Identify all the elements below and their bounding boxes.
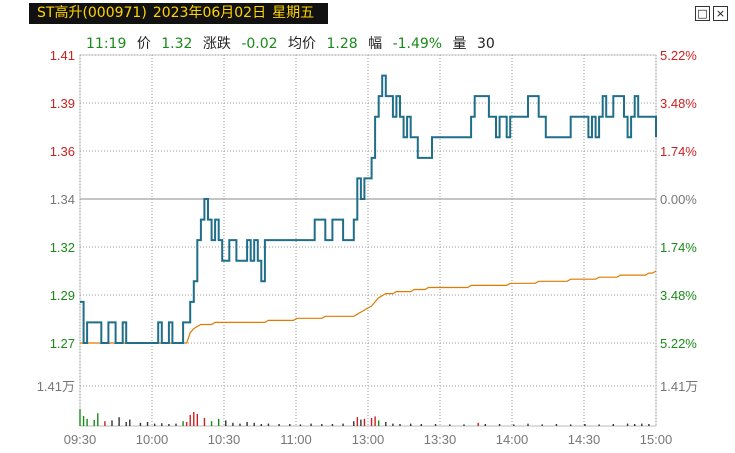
right-tick-label: 1.74% xyxy=(660,144,697,159)
x-tick-label: 11:00 xyxy=(280,432,312,447)
volume-value: 30 xyxy=(477,36,495,52)
right-tick-label: 3.48% xyxy=(660,288,697,303)
x-tick-label: 14:00 xyxy=(496,432,529,447)
cursor-info-row: 11:19 价 1.32 涨跌 -0.02 均价 1.28 幅 -1.49% 量… xyxy=(86,33,501,53)
x-tick-label: 09:30 xyxy=(64,432,97,447)
x-tick-label: 13:30 xyxy=(424,432,457,447)
change-value: -0.02 xyxy=(241,36,278,52)
left-tick-label: 1.41 xyxy=(50,48,75,63)
left-tick-label: 1.36 xyxy=(50,144,75,159)
left-tick-label: 1.32 xyxy=(50,240,75,255)
volume-max-label-left: 1.41万 xyxy=(37,379,75,394)
weekday: 星期五 xyxy=(272,5,315,21)
left-tick-label: 1.34 xyxy=(50,192,75,207)
cursor-time: 11:19 xyxy=(86,36,127,52)
change-label: 涨跌 xyxy=(202,36,231,52)
x-tick-label: 10:00 xyxy=(136,432,169,447)
left-tick-label: 1.27 xyxy=(50,336,75,351)
avg-price-value: 1.28 xyxy=(326,36,358,52)
price-value: 1.32 xyxy=(161,36,193,52)
price-line xyxy=(80,74,657,344)
right-tick-label: 5.22% xyxy=(660,336,697,351)
right-tick-label: 5.22% xyxy=(660,48,697,63)
price-label: 价 xyxy=(136,36,151,52)
left-tick-label: 1.29 xyxy=(50,288,75,303)
x-tick-label: 15:00 xyxy=(640,432,673,447)
right-tick-label: 1.74% xyxy=(660,240,697,255)
avg-price-label: 均价 xyxy=(288,36,317,52)
stock-name: ST高升(000971) xyxy=(37,5,147,21)
pct-value: -1.49% xyxy=(392,36,443,52)
right-tick-label: 0.00% xyxy=(660,192,697,207)
x-tick-label: 14:30 xyxy=(568,432,601,447)
x-tick-label: 13:00 xyxy=(352,432,385,447)
title-bar: ST高升(000971) 2023年06月02日 星期五 □ × xyxy=(0,0,735,27)
window-restore-icon[interactable]: □ xyxy=(695,6,710,21)
pct-label: 幅 xyxy=(368,36,383,52)
volume-label: 量 xyxy=(452,36,467,52)
close-icon[interactable]: × xyxy=(713,6,728,21)
trade-date: 2023年06月02日 xyxy=(152,5,267,21)
x-tick-label: 10:30 xyxy=(208,432,241,447)
right-tick-label: 3.48% xyxy=(660,96,697,111)
stock-title: ST高升(000971) 2023年06月02日 星期五 xyxy=(29,3,329,24)
left-tick-label: 1.39 xyxy=(50,96,75,111)
volume-max-label-right: 1.41万 xyxy=(660,379,698,394)
